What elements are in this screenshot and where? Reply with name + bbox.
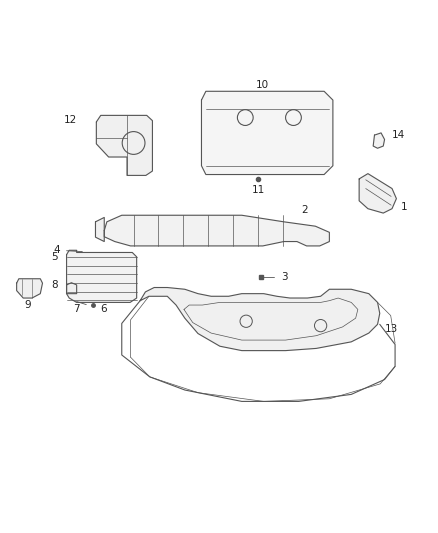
Polygon shape [140, 287, 380, 351]
Text: 3: 3 [281, 272, 288, 282]
Polygon shape [104, 215, 329, 246]
Text: 7: 7 [73, 304, 80, 314]
Text: 9: 9 [24, 300, 31, 310]
Text: 14: 14 [392, 130, 405, 140]
Polygon shape [201, 91, 333, 174]
Text: 13: 13 [385, 324, 398, 334]
Text: 1: 1 [401, 203, 408, 212]
Text: 4: 4 [54, 245, 60, 255]
Polygon shape [373, 133, 385, 148]
Polygon shape [67, 282, 77, 294]
Text: 12: 12 [64, 115, 77, 125]
Polygon shape [95, 217, 104, 241]
Polygon shape [17, 279, 42, 298]
Text: 10: 10 [256, 80, 269, 90]
Text: 2: 2 [301, 205, 308, 215]
Text: 6: 6 [100, 304, 106, 314]
Polygon shape [67, 251, 137, 302]
Polygon shape [359, 174, 396, 213]
Text: 11: 11 [252, 185, 265, 195]
Polygon shape [96, 115, 152, 175]
Text: 8: 8 [51, 280, 58, 290]
Text: 5: 5 [51, 252, 58, 262]
